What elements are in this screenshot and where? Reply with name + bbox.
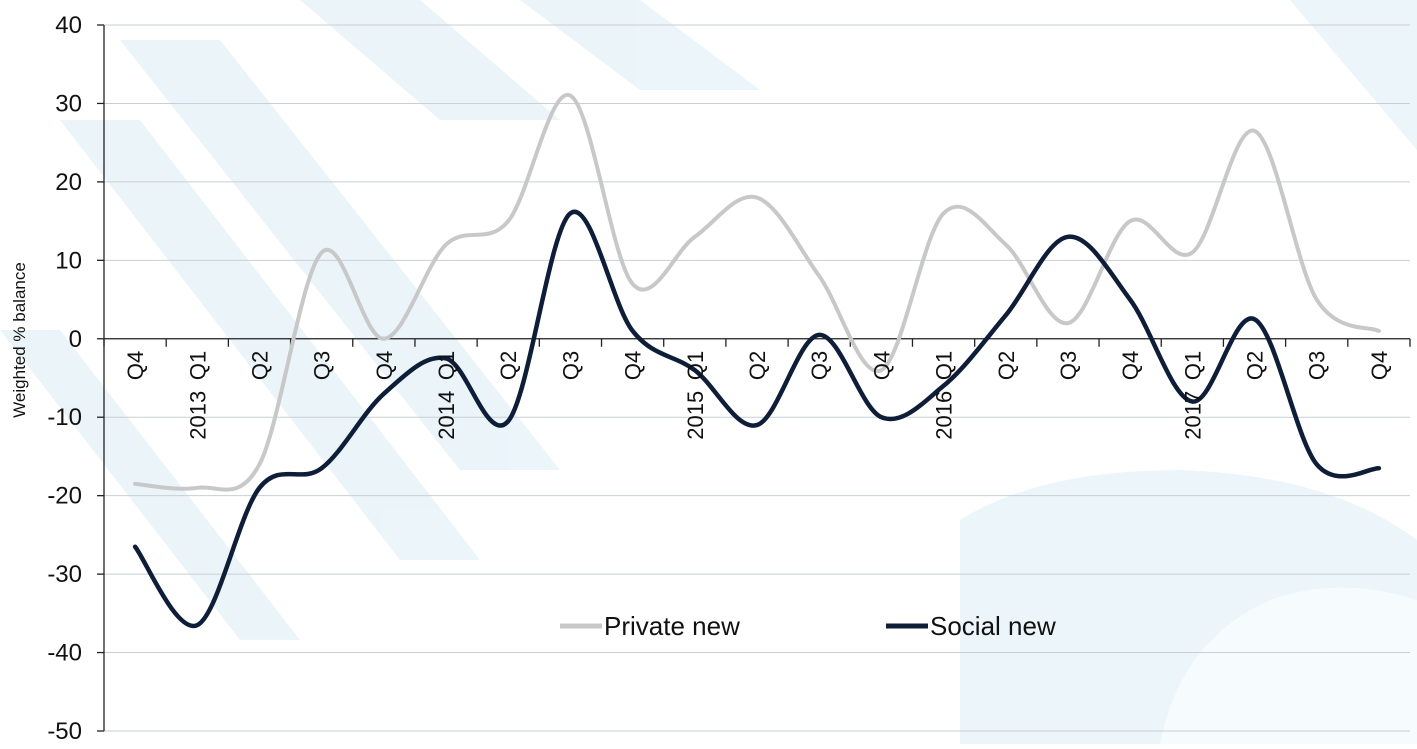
x-tick-label: Q4 (869, 351, 894, 380)
legend: Private new Social new (560, 611, 1056, 641)
y-tick-label: 40 (55, 12, 82, 39)
series-line-private-new (133, 93, 1381, 492)
y-tick-label: -50 (47, 718, 82, 744)
x-tick-label: Q2 (247, 351, 272, 380)
x-tick-label: Q2 (994, 351, 1019, 380)
x-year-label: 2017 (1180, 391, 1205, 440)
x-tick-label: Q4 (621, 351, 646, 380)
x-tick-label: Q4 (372, 351, 397, 380)
x-tick-label: Q3 (1305, 351, 1330, 380)
x-year-label: 2014 (434, 391, 459, 440)
x-tick-label: Q1 (932, 351, 957, 380)
y-tick-label: -20 (47, 483, 82, 510)
y-tick-label: -40 (47, 640, 82, 667)
y-tick-label: 0 (69, 326, 82, 353)
y-tick-label: 10 (55, 247, 82, 274)
legend-label: Social new (930, 611, 1056, 641)
x-tick-label: Q4 (123, 351, 148, 380)
x-tick-label: Q1 (434, 351, 459, 380)
x-tick-label: Q1 (185, 351, 210, 380)
x-tick-label: Q1 (1180, 351, 1205, 380)
y-tick-label: 30 (55, 90, 82, 117)
x-tick-label: Q1 (683, 351, 708, 380)
y-tick-label: 20 (55, 169, 82, 196)
tick-labels: 40 30 20 10 0 -10 -20 -30 -40 -50 Q4 Q1 Q2 Q3 Q4 Q1 Q2 Q3… (47, 12, 1392, 745)
x-year-label: 2015 (683, 391, 708, 440)
axes (97, 24, 1411, 732)
x-tick-label: Q2 (1243, 351, 1268, 380)
series-line-social-new (132, 209, 1382, 629)
x-tick-label: Q4 (1367, 351, 1392, 380)
legend-item-private-new: Private new (560, 611, 740, 641)
legend-item-social-new: Social new (886, 611, 1056, 641)
y-tick-label: -10 (47, 404, 82, 431)
x-tick-label: Q2 (745, 351, 770, 380)
x-tick-label: Q3 (310, 351, 335, 380)
x-tick-label: Q4 (1118, 351, 1143, 380)
x-tick-label: Q3 (1056, 351, 1081, 380)
x-tick-label: Q3 (558, 351, 583, 380)
x-tick-label: Q3 (807, 351, 832, 380)
x-tick-label: Q2 (496, 351, 521, 380)
y-tick-label: -30 (47, 561, 82, 588)
x-year-label: 2013 (185, 391, 210, 440)
series-lines (132, 93, 1382, 629)
x-year-label: 2016 (932, 391, 957, 440)
legend-label: Private new (604, 611, 740, 641)
y-axis-title: Weighted % balance (10, 262, 29, 418)
